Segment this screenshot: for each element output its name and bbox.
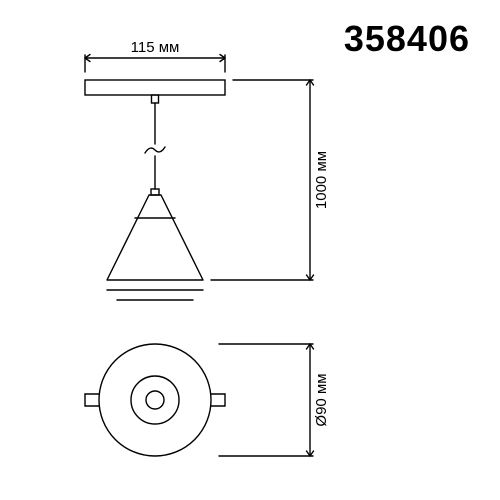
- svg-text:1000 мм: 1000 мм: [313, 151, 330, 209]
- svg-text:115 мм: 115 мм: [131, 39, 180, 56]
- product-code: 358406: [344, 18, 470, 60]
- svg-text:Ø90 мм: Ø90 мм: [313, 373, 330, 426]
- technical-drawing: 115 мм 1000 мм Ø90 мм: [0, 0, 500, 500]
- diagram-canvas: 358406 115 мм 1000 мм Ø90 мм: [0, 0, 500, 500]
